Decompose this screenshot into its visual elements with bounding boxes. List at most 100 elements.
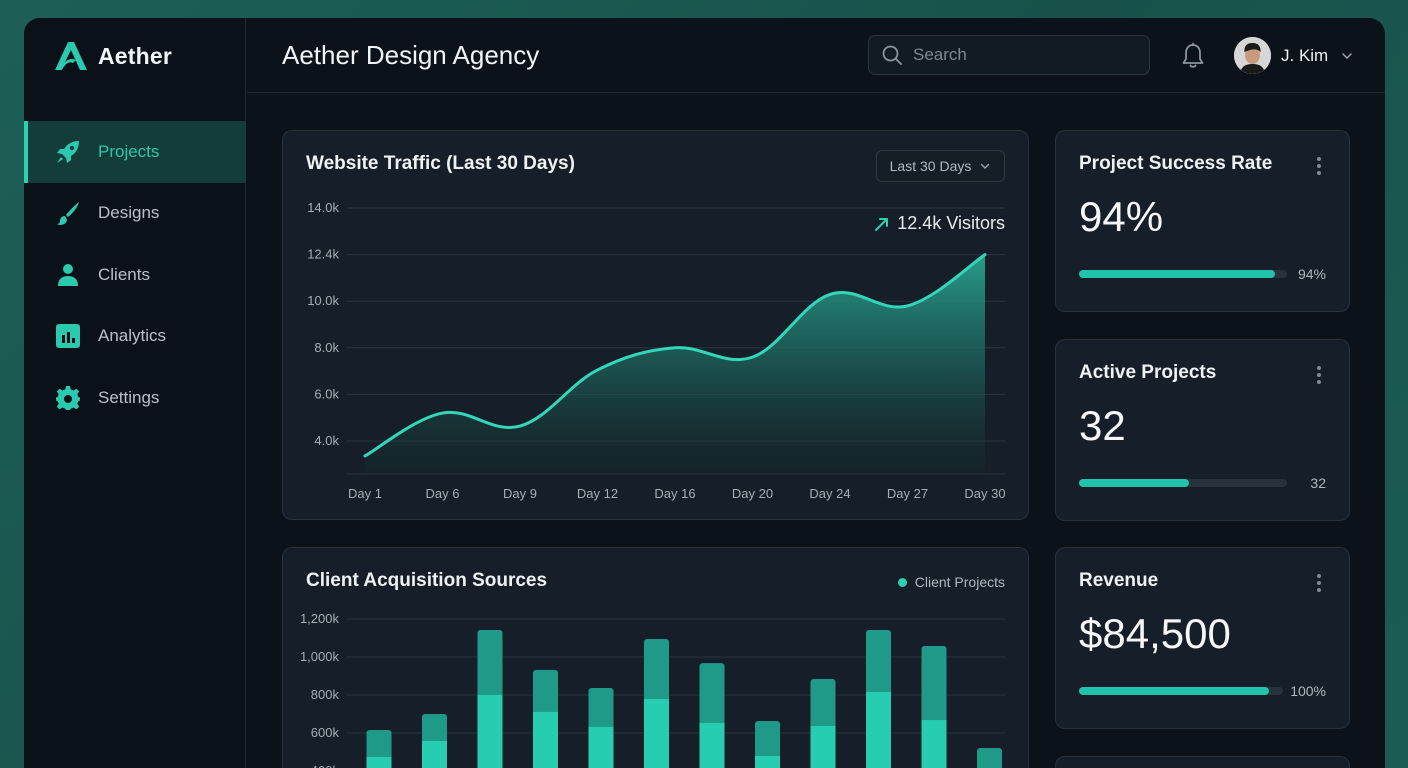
y-tick-label: 8.0k <box>314 340 339 355</box>
bar-segment-total <box>977 748 1002 768</box>
y-tick-label: 600k <box>311 725 340 740</box>
progress-bar <box>1079 687 1283 695</box>
stat-card-active-projects: Active Projects 32 32 <box>1055 339 1350 521</box>
acquisition-bar-chart: 1,200k 1,000k 800k 600k 400k <box>300 611 1005 768</box>
brand-name: Aether <box>98 42 173 69</box>
sidebar-item-label: Designs <box>98 203 160 223</box>
y-tick-label: 6.0k <box>314 386 339 401</box>
traffic-area-chart: 4.0k 6.0k 8.0k 10.0k 12.4k 14.0k Day 1 Day 6 Da… <box>307 200 1005 501</box>
sidebar-item-label: Analytics <box>98 326 167 346</box>
x-tick-label: Day 12 <box>577 486 618 501</box>
search-box[interactable] <box>868 35 1150 75</box>
more-options-icon[interactable] <box>1315 574 1323 594</box>
bar-segment-base <box>533 711 558 768</box>
visitors-value: 12.4k Visitors <box>897 213 1005 233</box>
x-tick-label: Day 6 <box>426 486 460 501</box>
range-dropdown[interactable]: Last 30 Days <box>876 150 1005 182</box>
brand[interactable]: Aether <box>54 40 172 72</box>
progress-label: 32 <box>1310 475 1326 491</box>
stat-card-success-rate: Project Success Rate 94% 94% <box>1055 130 1350 312</box>
chevron-down-icon <box>1342 52 1352 59</box>
gear-icon <box>54 384 82 412</box>
progress-fill <box>1079 270 1275 278</box>
x-tick-label: Day 27 <box>887 486 928 501</box>
sidebar-item-clients[interactable]: Clients <box>24 244 246 306</box>
sidebar-item-projects[interactable]: Projects <box>24 121 246 183</box>
rocket-icon <box>54 138 82 166</box>
visitors-annotation: 12.4k Visitors <box>873 213 1005 234</box>
y-tick-label: 4.0k <box>314 433 339 448</box>
bar-segment-base <box>422 740 447 768</box>
search-input[interactable] <box>913 45 1133 65</box>
stat-value: 32 <box>1079 402 1126 449</box>
user-menu[interactable]: J. Kim <box>1234 37 1354 74</box>
legend-label: Client Projects <box>914 574 1005 590</box>
progress-bar <box>1079 479 1287 487</box>
progress-label: 100% <box>1290 683 1326 699</box>
search-icon <box>882 45 902 65</box>
bar-segment-base <box>477 695 503 768</box>
chart-legend: Client Projects <box>897 574 1005 590</box>
bar-segment-base <box>699 722 725 768</box>
bar-segment-base <box>921 720 947 768</box>
y-tick-label: 400k <box>311 763 340 768</box>
card-title: Website Traffic (Last 30 Days) <box>306 153 575 174</box>
bar-segment-base <box>866 691 891 768</box>
page-title: Aether Design Agency <box>282 40 540 70</box>
y-tick-label: 1,200k <box>300 611 340 626</box>
bar-segment-base <box>644 698 669 768</box>
more-options-icon[interactable] <box>1315 157 1323 177</box>
y-tick-label: 10.0k <box>307 293 339 308</box>
progress-bar <box>1079 270 1287 278</box>
client-acquisition-card: Client Acquisition Sources Client Projec… <box>282 547 1029 768</box>
card-title: Client Acquisition Sources <box>306 570 548 591</box>
y-tick-label: 14.0k <box>307 200 339 215</box>
range-dropdown-label: Last 30 Days <box>889 158 972 174</box>
bar-segment-base <box>755 755 780 768</box>
progress-fill <box>1079 687 1269 695</box>
stat-title: Revenue <box>1079 570 1159 591</box>
sidebar-item-label: Settings <box>98 387 160 407</box>
bar-segment-base <box>366 756 392 768</box>
traffic-area-fill <box>365 254 985 474</box>
bar-chart-icon <box>54 322 82 350</box>
sidebar-item-settings[interactable]: Settings <box>24 367 246 429</box>
sidebar-item-label: Projects <box>98 141 160 161</box>
sidebar-item-analytics[interactable]: Analytics <box>24 306 246 368</box>
x-tick-label: Day 1 <box>348 486 382 501</box>
y-tick-label: 800k <box>311 687 340 702</box>
x-tick-label: Day 9 <box>503 486 537 501</box>
x-tick-label: Day 24 <box>809 486 850 501</box>
x-tick-label: Day 16 <box>654 486 695 501</box>
user-icon <box>54 261 82 289</box>
sidebar: Aether Projects Designs Clients <box>24 18 246 768</box>
progress-label: 94% <box>1297 266 1326 282</box>
top-bar: Aether Design Agency J. Kim <box>247 18 1385 93</box>
stat-value: 94% <box>1079 193 1164 240</box>
y-tick-label: 12.4k <box>307 247 339 262</box>
avatar[interactable] <box>1234 37 1271 74</box>
stat-value: $84,500 <box>1079 610 1231 657</box>
chevron-down-icon <box>981 163 990 169</box>
trend-up-arrow-icon <box>875 217 889 231</box>
x-tick-label: Day 30 <box>964 486 1005 501</box>
user-name: J. Kim <box>1281 45 1329 65</box>
more-options-icon[interactable] <box>1315 366 1323 386</box>
app-window: Aether Projects Designs Clients <box>24 18 1385 768</box>
y-tick-label: 1,000k <box>300 649 340 664</box>
stat-card-revenue: Revenue $84,500 100% <box>1055 547 1350 729</box>
paintbrush-icon <box>54 199 82 227</box>
sidebar-item-designs[interactable]: Designs <box>24 183 246 245</box>
website-traffic-card: Website Traffic (Last 30 Days) Last 30 D… <box>282 130 1029 520</box>
progress-fill <box>1079 479 1190 487</box>
sidebar-item-label: Clients <box>98 264 150 284</box>
bar-segment-base <box>810 725 836 768</box>
legend-swatch <box>897 577 907 587</box>
sidebar-nav: Projects Designs Clients Analytics <box>24 121 246 429</box>
x-tick-label: Day 20 <box>732 486 773 501</box>
bar-segment-base <box>588 726 614 768</box>
aether-logo-icon <box>55 42 87 70</box>
traffic-line <box>363 253 987 458</box>
stat-title: Project Success Rate <box>1079 153 1273 174</box>
bell-icon[interactable] <box>1180 42 1206 70</box>
